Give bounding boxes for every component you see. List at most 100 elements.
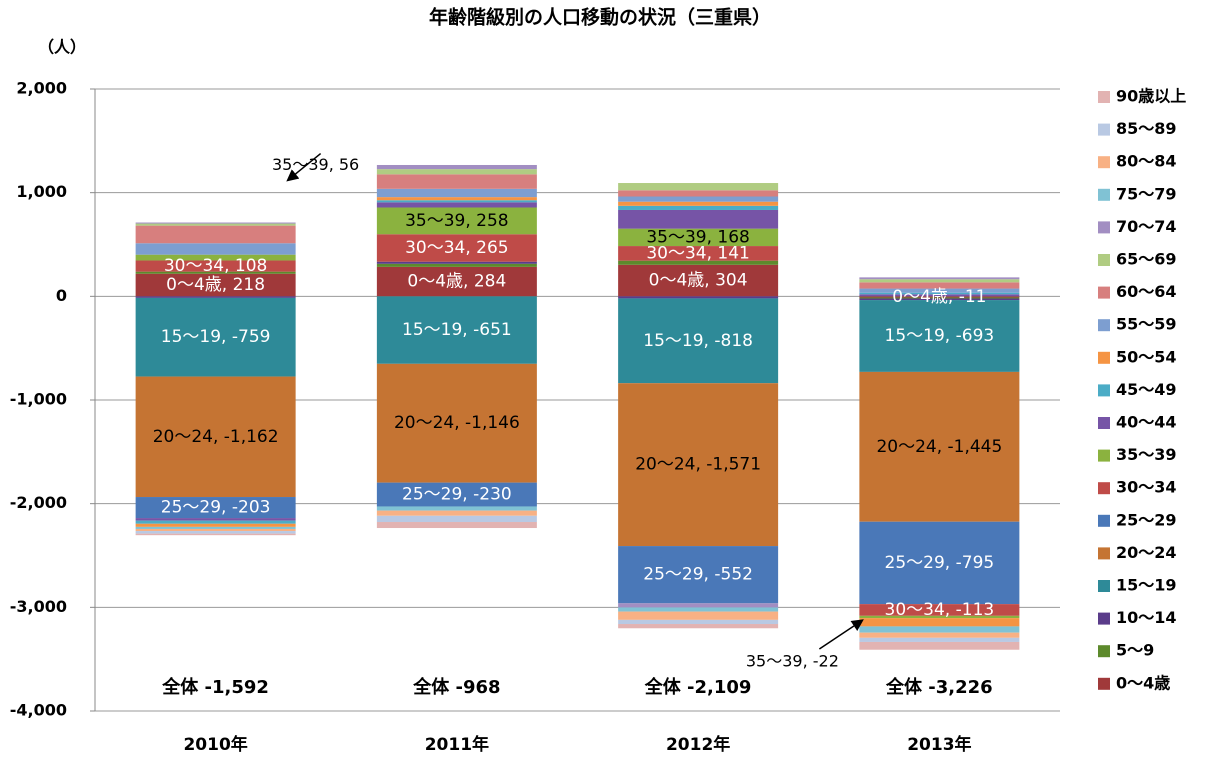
bar-segment: [618, 298, 779, 384]
legend-swatch: [1098, 645, 1110, 658]
bar-segment: [618, 183, 779, 191]
total-label: 全体 -1,592: [161, 676, 269, 698]
value-label: 20～24, -1,146: [394, 413, 520, 433]
bar-segment: [376, 515, 537, 523]
bar-segment: [376, 263, 537, 267]
bar-segment: [859, 292, 1020, 295]
bar-segment: [376, 164, 537, 170]
bar-segment: [859, 371, 1020, 522]
bar-segment: [135, 533, 296, 536]
bar-segment: [376, 261, 537, 264]
bar-segment: [859, 296, 1020, 298]
bar-segment: [135, 243, 296, 255]
bar-segment: [618, 209, 779, 229]
bar-segment: [135, 271, 296, 274]
bar-segment: [859, 279, 1020, 283]
legend-swatch: [1098, 384, 1110, 397]
legend-swatch: [1098, 612, 1110, 625]
bar-segment: [618, 201, 779, 206]
value-label: 20～24, -1,445: [876, 437, 1002, 457]
y-tick-label: 2,000: [16, 79, 67, 98]
legend-swatch: [1098, 319, 1110, 332]
bar-segment: [618, 296, 779, 299]
legend-label: 5～9: [1116, 641, 1154, 660]
x-tick-label: 2010年: [183, 734, 247, 755]
bar-segment: [859, 294, 1020, 297]
legend-swatch: [1098, 449, 1110, 462]
value-label: 15～19, -818: [643, 331, 753, 351]
legend-swatch: [1098, 286, 1110, 299]
bar-segment: [618, 246, 779, 261]
bar-segment: [618, 624, 779, 629]
value-label: 25～29, -552: [643, 565, 753, 585]
bar-segment: [618, 546, 779, 604]
legend-swatch: [1098, 91, 1110, 103]
total-label: 全体 -968: [412, 676, 500, 698]
bar-segment: [135, 497, 296, 519]
value-label: 30～34, 108: [164, 256, 268, 276]
legend-label: 35～39: [1116, 445, 1177, 464]
bar-segment: [376, 482, 537, 507]
y-tick-label: 1,000: [16, 182, 67, 201]
legend-swatch: [1098, 351, 1110, 364]
legend-label: 25～29: [1116, 510, 1177, 529]
value-label: 20～24, -1,162: [153, 427, 279, 447]
value-label: 0～4歳, 284: [407, 272, 506, 292]
legend-label: 10～14: [1116, 608, 1177, 627]
legend-swatch: [1098, 580, 1110, 592]
legend-label: 70～74: [1116, 217, 1177, 236]
bar-segment: [135, 523, 296, 527]
bar-segment: [859, 641, 1020, 650]
bar-segment: [376, 169, 537, 175]
callout-arrow: [286, 152, 322, 182]
value-label: 0～4歳, 218: [166, 275, 265, 295]
value-label: 30～34, 265: [405, 238, 509, 258]
bar-segment: [859, 288, 1020, 293]
bar-segment: [859, 277, 1020, 280]
bar-segment: [618, 228, 779, 247]
bar-segment: [376, 363, 537, 483]
legend-swatch: [1098, 254, 1110, 266]
x-tick-label: 2013年: [907, 734, 971, 755]
legend-label: 75～79: [1116, 184, 1177, 203]
legend-label: 50～54: [1116, 347, 1177, 366]
legend-swatch: [1098, 188, 1110, 201]
callout-label: 35～39, -22: [746, 651, 839, 670]
bar-segment: [135, 526, 296, 529]
bar-segment: [135, 260, 296, 272]
y-unit: （人）: [38, 38, 86, 57]
legend-label: 60～64: [1116, 282, 1177, 301]
bar-segment: [376, 510, 537, 516]
bar-segment: [135, 296, 296, 298]
value-label: 35～39, 258: [405, 211, 509, 231]
bar-segment: [376, 197, 537, 201]
legend-label: 55～59: [1116, 315, 1177, 334]
legend-label: 15～19: [1116, 576, 1177, 595]
bar-segment: [135, 222, 296, 224]
total-label: 全体 -3,226: [885, 676, 993, 698]
bar-segment: [135, 225, 296, 244]
legend-label: 45～49: [1116, 380, 1177, 399]
value-label: 25～29, -230: [402, 485, 512, 505]
legend-label: 30～34: [1116, 478, 1177, 497]
value-label: 25～29, -203: [161, 498, 271, 518]
bar-segment: [376, 266, 537, 297]
bar-segment: [618, 603, 779, 608]
value-label: 20～24, -1,571: [635, 455, 761, 475]
value-label: 0～4歳, -11: [892, 287, 986, 307]
legend-label: 20～24: [1116, 543, 1177, 562]
bar-segment: [618, 190, 779, 197]
y-tick-label: -3,000: [10, 597, 67, 616]
y-tick-label: -1,000: [10, 390, 67, 409]
bar-segment: [859, 521, 1020, 605]
bar-segment: [618, 383, 779, 547]
bar-segment: [618, 196, 779, 202]
value-label: 35～39, 168: [646, 227, 750, 247]
bar-segment: [859, 282, 1020, 289]
legend-swatch: [1098, 547, 1110, 560]
bar-segment: [376, 522, 537, 529]
bar-segment: [376, 200, 537, 203]
y-tick-label: -2,000: [10, 493, 67, 512]
